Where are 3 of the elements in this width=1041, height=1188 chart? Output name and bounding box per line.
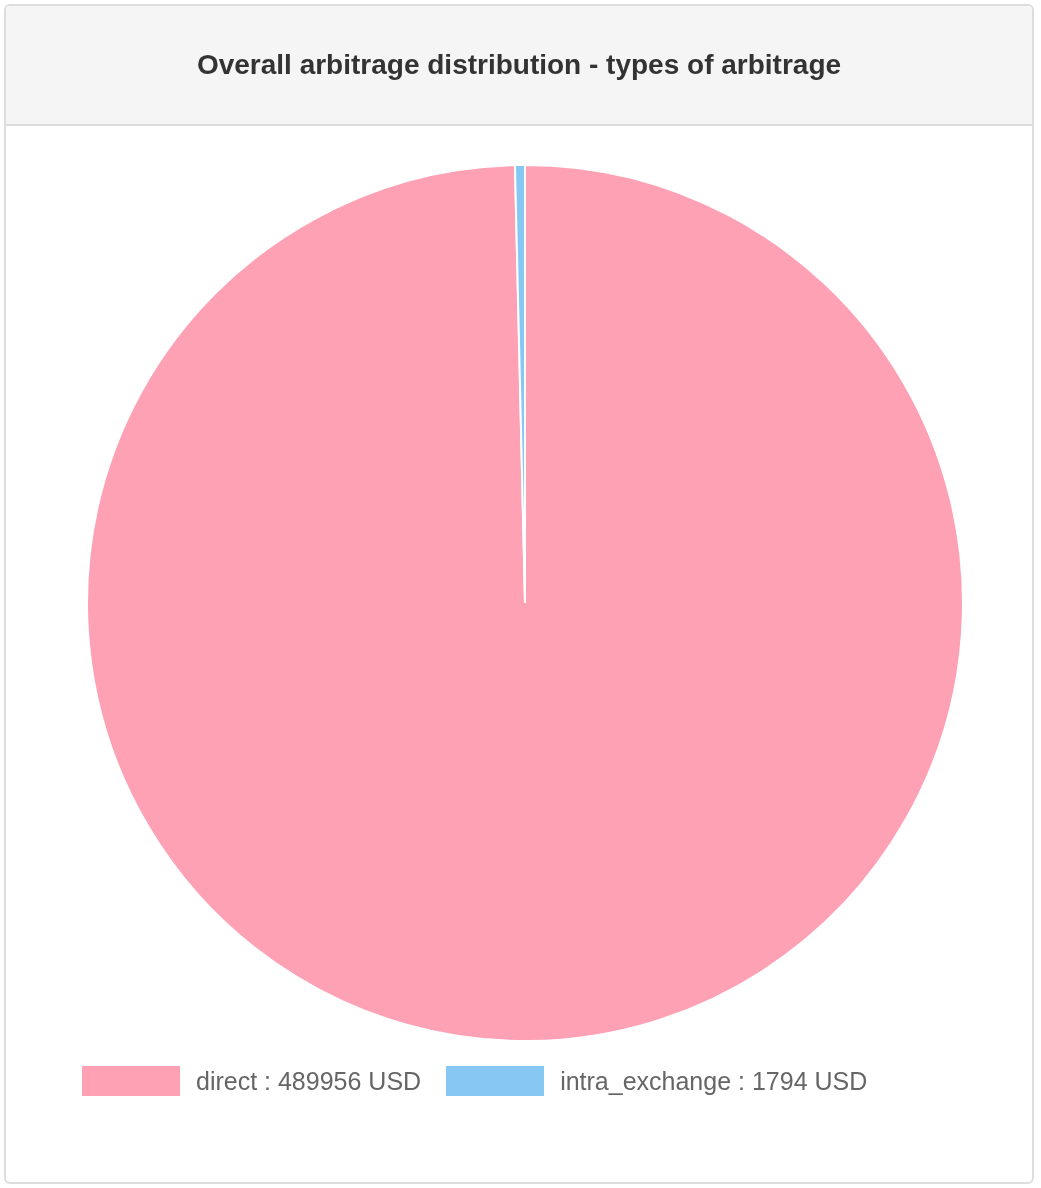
chart-title: Overall arbitrage distribution - types of arbitrage	[6, 6, 1032, 126]
legend-label: intra_exchange : 1794 USD	[560, 1066, 868, 1096]
slice-label: direct : 489956 USD	[196, 1066, 422, 1096]
